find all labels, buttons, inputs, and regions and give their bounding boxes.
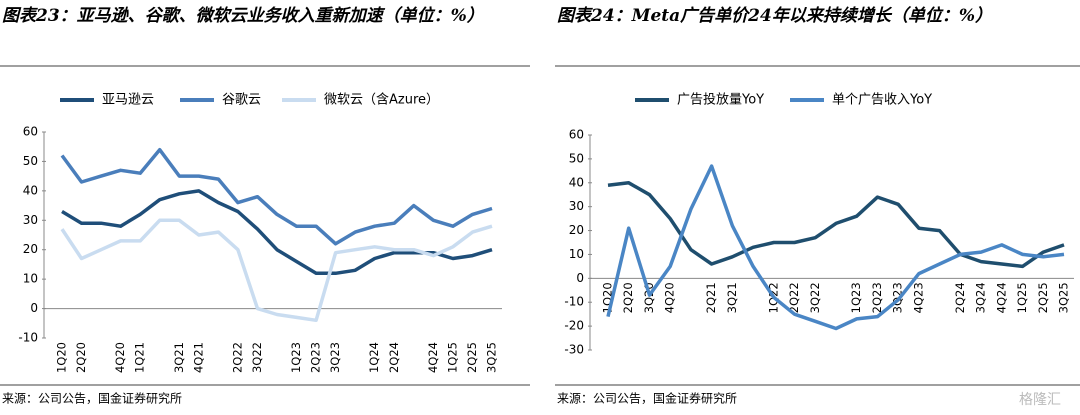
x-tick-label: 4Q24 — [994, 282, 1008, 313]
y-tick-label: 50 — [569, 151, 584, 165]
x-tick-label: 3Q23 — [328, 342, 342, 373]
x-tick-label: 3Q22 — [808, 282, 822, 313]
y-tick-label: 10 — [569, 247, 584, 261]
chart-title: 图表23：亚马逊、谷歌、微软云业务收入重新加速（单位：%） — [2, 6, 484, 26]
x-tick-label: 2Q24 — [953, 282, 967, 313]
legend-label: 单个广告收入YoY — [832, 93, 932, 108]
y-tick-label: -10 — [18, 331, 38, 345]
y-tick-label: 10 — [23, 272, 38, 286]
x-tick-label: 2Q25 — [465, 342, 479, 373]
x-tick-label: 3Q24 — [974, 282, 988, 313]
x-tick-label: 4Q20 — [113, 342, 127, 373]
x-tick-label: 4Q23 — [911, 282, 925, 313]
chart-title: 图表24：Meta广告单价24年以来持续增长（单位：%） — [557, 6, 992, 26]
x-tick-label: 2Q21 — [704, 282, 718, 313]
y-tick-label: 20 — [23, 242, 38, 256]
y-tick-label: -30 — [564, 343, 584, 357]
y-tick-label: 30 — [23, 213, 38, 227]
y-tick-label: 0 — [576, 271, 584, 285]
line — [61, 189, 493, 276]
x-tick-label: 1Q23 — [289, 342, 303, 373]
line — [60, 147, 493, 246]
x-tick-label: 2Q24 — [387, 342, 401, 373]
source: 来源：公司公告，国金证券研究所 — [557, 391, 737, 406]
y-tick-label: 50 — [23, 154, 38, 168]
line — [606, 164, 1065, 331]
x-tick-label: 2Q23 — [309, 342, 323, 373]
y-tick-label: 40 — [569, 175, 584, 189]
x-tick-label: 3Q25 — [485, 342, 499, 373]
x-tick-label: 1Q24 — [367, 342, 381, 373]
legend-label: 广告投放量YoY — [677, 92, 764, 108]
x-tick-label: 4Q24 — [426, 342, 440, 373]
y-tick-label: 60 — [569, 128, 584, 142]
y-tick-label: 30 — [569, 199, 584, 213]
y-tick-label: 0 — [30, 301, 38, 315]
x-tick-label: 3Q25 — [1057, 282, 1071, 313]
y-tick-label: 40 — [23, 183, 38, 197]
y-tick-label: 20 — [569, 223, 584, 237]
x-tick-label: 1Q21 — [133, 342, 147, 373]
x-tick-label: 2Q22 — [230, 342, 244, 373]
x-tick-label: 4Q20 — [663, 282, 677, 313]
x-tick-label: 2Q20 — [621, 282, 635, 313]
x-tick-label: 1Q23 — [849, 282, 863, 313]
line — [60, 218, 493, 323]
x-tick-label: 2Q22 — [787, 282, 801, 313]
legend-label: 微软云（含Azure） — [324, 92, 439, 108]
x-tick-label: 1Q25 — [1015, 282, 1029, 313]
legend-label: 谷歌云 — [222, 93, 261, 108]
x-tick-label: 4Q21 — [191, 342, 205, 373]
x-tick-label: 3Q21 — [172, 342, 186, 373]
x-tick-label: 2Q23 — [870, 282, 884, 313]
line — [607, 181, 1065, 269]
x-tick-label: 3Q21 — [725, 282, 739, 313]
x-tick-label: 1Q20 — [55, 342, 69, 373]
x-tick-label: 3Q22 — [250, 342, 264, 373]
source: 来源：公司公告，国金证券研究所 — [2, 391, 182, 406]
y-tick-label: -20 — [564, 319, 584, 333]
x-tick-label: 1Q25 — [445, 342, 459, 373]
x-tick-label: 2Q20 — [74, 342, 88, 373]
x-tick-label: 2Q25 — [1036, 282, 1050, 313]
y-tick-label: -10 — [564, 295, 584, 309]
legend-label: 亚马逊云 — [102, 93, 154, 108]
watermark: 格隆汇 — [1019, 392, 1061, 408]
y-tick-label: 60 — [23, 125, 38, 139]
